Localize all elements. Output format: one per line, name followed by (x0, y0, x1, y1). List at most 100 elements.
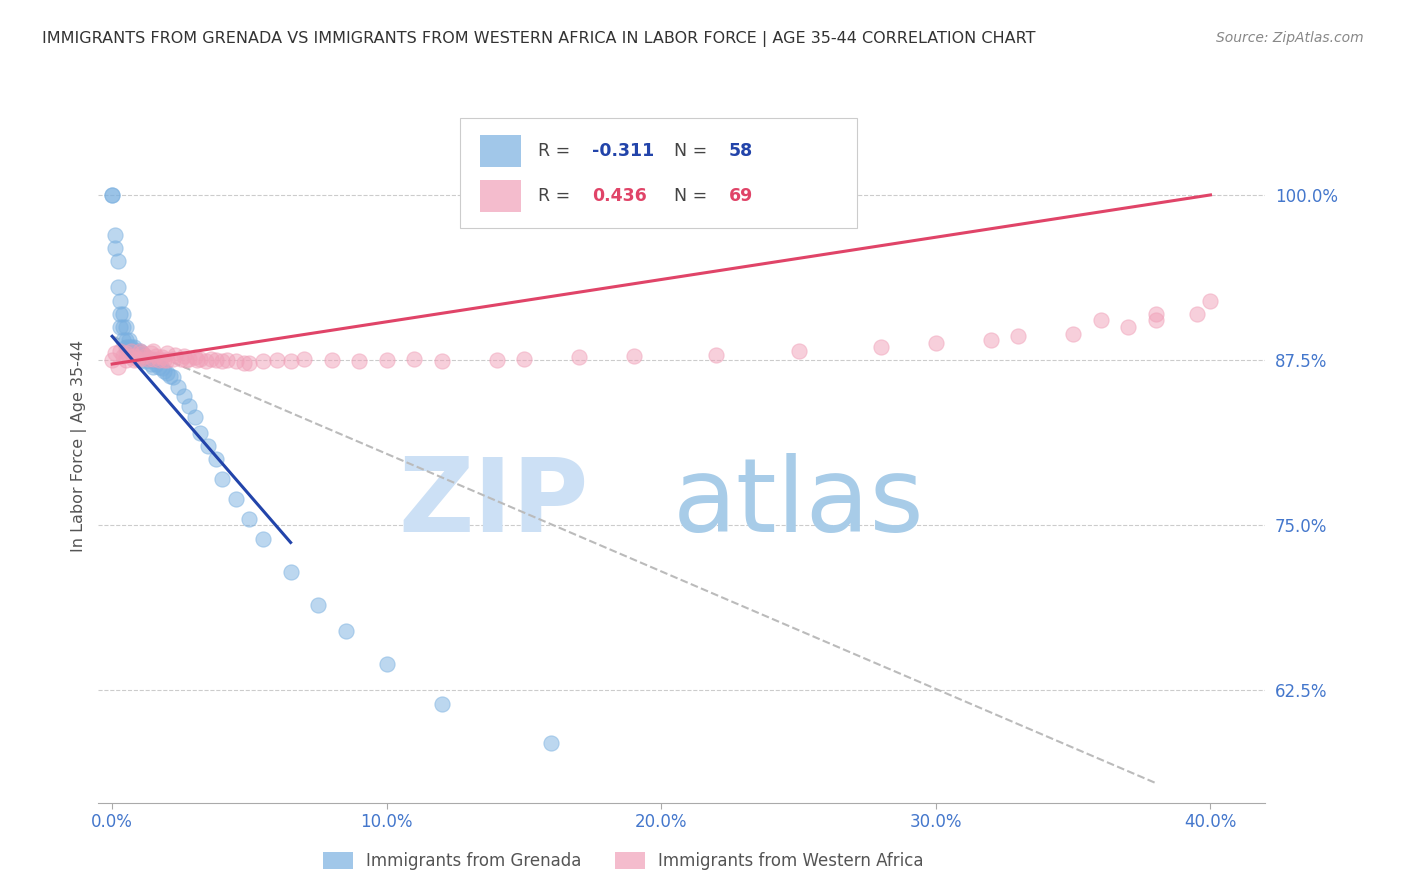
Legend: Immigrants from Grenada, Immigrants from Western Africa: Immigrants from Grenada, Immigrants from… (316, 845, 931, 877)
Point (153, 364, 176, 378)
Point (211, 354, 233, 368)
Point (134, 349, 156, 363)
Point (128, 343, 150, 358)
Point (162, 370, 184, 384)
Point (485, 353, 508, 368)
Point (122, 346, 145, 360)
Text: N =: N = (673, 143, 713, 161)
Point (430, 354, 453, 368)
Point (131, 346, 153, 360)
Point (197, 439, 219, 453)
Point (225, 354, 247, 368)
Point (623, 349, 645, 363)
Point (375, 353, 398, 368)
Point (513, 351, 536, 366)
Point (136, 351, 159, 366)
Point (704, 348, 727, 362)
Point (292, 351, 315, 366)
Point (173, 349, 195, 363)
Point (112, 307, 135, 321)
Point (139, 357, 162, 371)
Point (349, 354, 371, 368)
Point (115, 340, 138, 354)
Point (217, 353, 239, 368)
Point (200, 351, 222, 366)
Point (156, 367, 179, 381)
Point (104, 241, 127, 255)
Point (156, 353, 179, 368)
Point (148, 359, 170, 374)
Point (194, 354, 217, 368)
Point (142, 351, 165, 366)
Text: 58: 58 (728, 143, 752, 161)
Point (156, 346, 179, 360)
Point (131, 353, 153, 368)
Point (142, 353, 165, 368)
Y-axis label: In Labor Force | Age 35-44: In Labor Force | Age 35-44 (72, 340, 87, 552)
Point (134, 349, 156, 363)
Point (128, 351, 150, 366)
Point (117, 349, 139, 363)
Point (540, 736, 562, 750)
Point (110, 343, 132, 358)
Text: R =: R = (538, 187, 576, 205)
Point (101, 188, 124, 202)
Text: ZIP: ZIP (398, 452, 589, 554)
Point (125, 349, 148, 363)
Point (335, 624, 357, 638)
FancyBboxPatch shape (460, 118, 856, 228)
Bar (479, 180, 520, 212)
Point (183, 351, 205, 365)
Point (110, 293, 132, 308)
Point (174, 353, 197, 368)
Point (128, 343, 150, 358)
Point (110, 307, 132, 321)
Point (238, 511, 260, 525)
Text: Source: ZipAtlas.com: Source: ZipAtlas.com (1216, 31, 1364, 45)
Point (125, 351, 148, 366)
Point (153, 353, 176, 368)
Point (131, 346, 153, 360)
Point (173, 389, 195, 403)
Text: -0.311: -0.311 (592, 143, 654, 161)
Point (1144, 313, 1167, 327)
Point (115, 320, 138, 334)
Point (233, 356, 256, 370)
Point (188, 351, 211, 366)
Point (115, 333, 138, 347)
Point (205, 353, 228, 368)
Point (252, 354, 274, 368)
Point (430, 697, 453, 711)
Point (307, 598, 329, 612)
Point (980, 333, 1002, 347)
Point (375, 657, 398, 671)
Text: IMMIGRANTS FROM GRENADA VS IMMIGRANTS FROM WESTERN AFRICA IN LABOR FORCE | AGE 3: IMMIGRANTS FROM GRENADA VS IMMIGRANTS FR… (42, 31, 1036, 47)
Point (107, 254, 129, 268)
Point (139, 346, 162, 360)
Point (162, 351, 184, 366)
Point (1144, 307, 1167, 321)
Point (122, 353, 145, 368)
Point (870, 340, 893, 354)
Point (128, 349, 150, 363)
Point (159, 368, 181, 383)
Point (225, 491, 247, 506)
Point (925, 335, 948, 350)
Point (568, 351, 591, 365)
Point (104, 346, 127, 360)
Text: R =: R = (538, 143, 576, 161)
Point (1062, 326, 1084, 341)
Point (280, 354, 302, 368)
Point (112, 349, 135, 363)
Point (177, 400, 200, 414)
Point (139, 353, 162, 368)
Point (787, 343, 810, 358)
Text: 69: 69 (728, 187, 752, 205)
Bar (479, 136, 520, 168)
Point (148, 353, 170, 368)
Point (122, 340, 145, 354)
Point (266, 353, 288, 368)
Text: N =: N = (673, 187, 713, 205)
Point (252, 532, 274, 546)
Point (125, 343, 148, 358)
